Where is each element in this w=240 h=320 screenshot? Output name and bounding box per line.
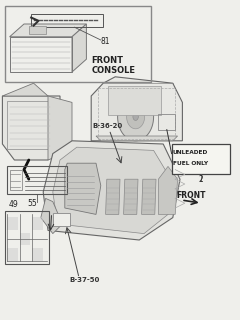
Polygon shape xyxy=(91,77,182,141)
Polygon shape xyxy=(124,179,138,214)
Bar xyxy=(10,170,22,190)
Text: B-36-20: B-36-20 xyxy=(92,124,123,129)
Text: 49: 49 xyxy=(8,200,18,209)
Bar xyxy=(29,26,46,34)
Text: FRONT: FRONT xyxy=(176,191,206,200)
Polygon shape xyxy=(96,136,178,141)
Bar xyxy=(53,213,70,226)
Polygon shape xyxy=(32,248,43,261)
Polygon shape xyxy=(142,179,156,214)
Polygon shape xyxy=(10,24,86,37)
Text: FRONT
CONSOLE: FRONT CONSOLE xyxy=(91,56,135,76)
Bar xyxy=(5,6,151,82)
Polygon shape xyxy=(20,233,30,245)
Bar xyxy=(108,86,161,115)
Bar xyxy=(172,144,230,174)
Polygon shape xyxy=(7,217,18,230)
Text: UNLEADED: UNLEADED xyxy=(173,149,208,155)
Polygon shape xyxy=(65,163,101,214)
Bar xyxy=(31,14,103,27)
Polygon shape xyxy=(43,141,180,240)
Polygon shape xyxy=(133,113,138,120)
Text: 81: 81 xyxy=(101,37,110,46)
Polygon shape xyxy=(72,24,86,72)
Polygon shape xyxy=(41,198,62,234)
Polygon shape xyxy=(127,105,144,129)
Bar xyxy=(98,88,175,139)
Polygon shape xyxy=(158,166,178,214)
Text: 55: 55 xyxy=(28,199,37,208)
Polygon shape xyxy=(7,248,18,261)
Polygon shape xyxy=(2,96,60,160)
Bar xyxy=(158,114,175,130)
Bar xyxy=(10,37,72,72)
Bar xyxy=(5,211,49,264)
Text: 2: 2 xyxy=(199,175,204,184)
Polygon shape xyxy=(53,147,173,234)
Polygon shape xyxy=(48,96,72,160)
Polygon shape xyxy=(32,217,43,230)
Bar xyxy=(7,166,67,194)
Polygon shape xyxy=(2,83,48,96)
Text: B-37-50: B-37-50 xyxy=(70,277,100,283)
Polygon shape xyxy=(106,179,120,214)
Polygon shape xyxy=(118,93,154,141)
Text: FUEL ONLY: FUEL ONLY xyxy=(173,161,208,166)
